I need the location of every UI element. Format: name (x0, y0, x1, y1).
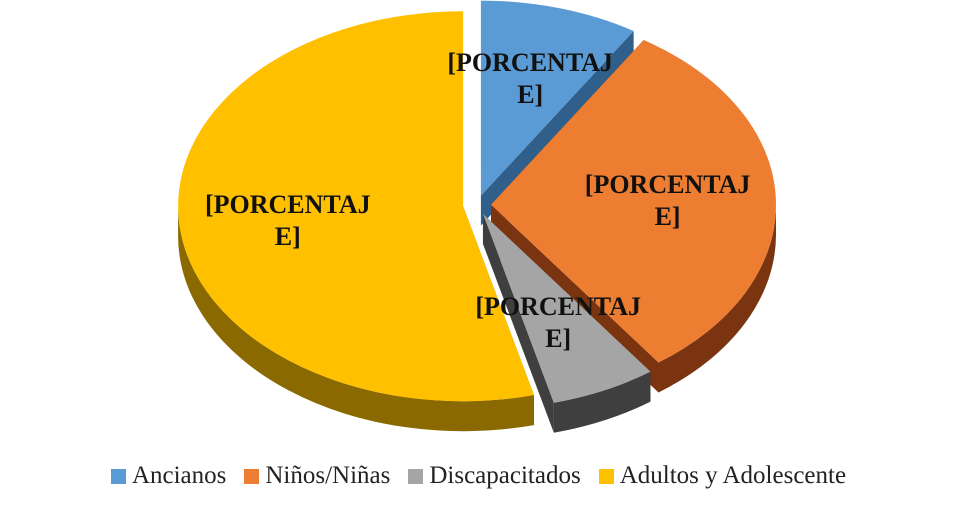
slice-side (178, 206, 534, 432)
legend-label: Ancianos (131, 462, 227, 489)
legend-label: Discapacitados (429, 462, 581, 489)
legend-item: Ancianos (110, 462, 227, 490)
legend-label: Adultos y Adolescente (619, 462, 847, 489)
data-label: [PORCENTAJE] (475, 292, 641, 354)
legend-swatch (598, 468, 614, 484)
slice (482, 213, 651, 403)
slice (178, 11, 534, 402)
legend-item: Adultos y Adolescente (598, 462, 847, 490)
slice-wall (482, 213, 554, 433)
legend-item: Discapacitados (408, 462, 581, 490)
slice (480, 0, 634, 196)
slice-side (658, 204, 776, 393)
legend-item: Niños/Niñas (244, 462, 390, 490)
legend-swatch (244, 468, 260, 484)
legend-swatch (110, 468, 126, 484)
legend-label: Niños/Niñas (265, 462, 391, 489)
slice (490, 40, 776, 363)
data-label: [PORCENTAJE] (584, 169, 751, 231)
pie-plot (178, 0, 776, 433)
legend-swatch (408, 468, 424, 484)
data-label: [PORCENTAJE] (447, 48, 614, 110)
data-label: [PORCENTAJE] (204, 190, 371, 252)
slice-side (553, 371, 651, 433)
legend: Ancianos Niños/Niñas Discapacitados Adultos… (0, 462, 957, 490)
